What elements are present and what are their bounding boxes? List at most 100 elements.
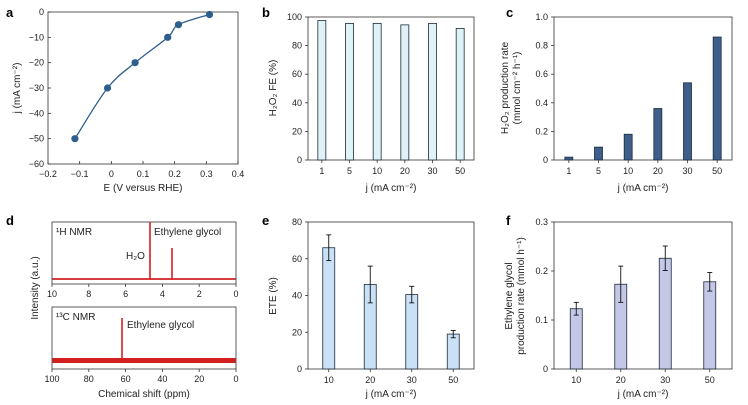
plot-frame-c [553,16,733,161]
bar-b-50 [455,28,465,161]
x-tick-label-e-30: 30 [407,375,417,385]
h-nmr-frame [51,221,237,285]
c-nmr-x-tick-label: 100 [44,374,59,384]
y-tick-label-a: −20 [29,58,44,68]
data-point-a-6 [205,10,214,19]
h-nmr-x-tick-label: 0 [233,289,238,299]
y-axis-label-d: Intensity (a.u.) [30,256,41,319]
bar-c-10 [623,133,633,161]
y-axis-label-e: ETE (%) [268,277,279,315]
c-nmr-x-tick-label: 20 [194,374,204,384]
panel-label-e: e [262,213,269,228]
x-axis-label-d: Chemical shift (ppm) [98,389,190,400]
y-axis-label-c-line2: (mmol cm⁻² h⁻¹) [512,52,523,125]
y-axis-label-a: j (mA cm⁻²) [12,63,23,115]
y-tick-label-f: 0 [543,364,548,374]
bar-b-30 [428,23,437,161]
y-tick-label-c: 0 [543,155,548,165]
y-tick-label-e: 20 [292,327,302,337]
y-tick-label-c: 0.6 [535,69,548,79]
x-tick-label-e-50: 50 [448,375,458,385]
y-axis-label-c-line1: H₂O₂ production rate [500,41,511,134]
x-axis-label-b: j (mA cm⁻²) [365,183,417,194]
x-tick-label-f-50: 50 [705,375,715,385]
y-tick-label-f: 0.1 [535,315,548,325]
y-tick-label-e: 0 [297,364,302,374]
x-tick-label-b-5: 5 [347,166,352,176]
c-nmr-baseline [52,358,236,363]
x-tick-label-a: −0.1 [71,169,89,179]
y-tick-label-c: 0.4 [535,98,548,108]
x-tick-label-a: −0.2 [39,169,57,179]
bar-b-1 [317,20,327,161]
data-point-a-3 [131,59,139,67]
x-tick-label-f-30: 30 [660,375,670,385]
bar-c-50 [712,36,722,161]
x-tick-label-a: 0.4 [232,169,245,179]
bar-f-50 [703,281,717,370]
y-tick-label-b: 20 [292,126,302,136]
h-nmr-x-tick-label: 10 [47,289,57,299]
x-tick-label-b-10: 10 [372,166,382,176]
panel-b: b 0 20 40 60 80 100 1 5 10 20 30 50 H₂O₂ FE (%) j … [262,5,475,194]
x-tick-label-a: 0.3 [200,169,213,179]
y-tick-label-e: 60 [292,254,302,264]
panel-f: f 0 0.1 0.2 0.3 10 20 30 50 Ethylene glycol pr… [504,213,733,400]
x-tick-label-f-20: 20 [616,375,626,385]
x-tick-label-c-10: 10 [623,166,633,176]
bar-e-30 [405,294,419,370]
data-point-a-1 [71,135,79,143]
y-axis-label-f-line1: Ethylene glycol [504,262,515,329]
y-tick-label-e: 80 [292,217,302,227]
x-tick-label-c-5: 5 [596,166,601,176]
plot-frame-b [307,16,475,161]
y-tick-label-a: −50 [29,134,44,144]
x-axis-label-e: j (mA cm⁻²) [365,389,417,400]
y-tick-label-f: 0.2 [535,266,548,276]
y-tick-label-c: 0.2 [535,126,548,136]
bar-c-5 [594,146,603,161]
x-axis-label-a: E (V versus RHE) [104,183,183,194]
x-tick-label-c-1: 1 [566,166,571,176]
panel-label-a: a [6,5,14,20]
x-tick-label-e-10: 10 [324,375,334,385]
h-nmr-x-tick-label: 4 [160,289,165,299]
y-tick-label-e: 40 [292,291,302,301]
h-nmr-label: ¹H NMR [56,227,92,238]
bar-b-10 [372,23,382,161]
y-tick-label-b: 100 [287,12,302,22]
data-point-a-5 [174,21,183,29]
h-nmr-x-tick-label: 2 [197,289,202,299]
h-nmr-x-tick-label: 8 [86,289,91,299]
y-axis-label-f-line2: production rate (mmol h⁻¹) [516,237,527,355]
x-tick-label-e-20: 20 [365,375,375,385]
y-tick-label-a: −10 [29,32,44,42]
panel-label-b: b [262,5,270,20]
panel-label-f: f [506,213,511,228]
y-tick-label-a: −30 [29,83,44,93]
data-point-a-2 [103,84,112,92]
bar-b-20 [400,24,410,161]
y-tick-label-a: −40 [29,108,44,118]
bar-b-5 [345,23,354,161]
panel-label-c: c [506,5,513,20]
bar-e-50 [446,333,460,370]
c-nmr-x-tick-label: 0 [233,374,238,384]
x-tick-label-b-20: 20 [400,166,410,176]
c-nmr-peak-label-ethylene-glycol: Ethylene glycol [127,320,194,331]
bar-f-10 [569,308,583,370]
panel-a: a 0 −10 −20 −30 −40 −50 −60 −0.2 −0.1 0 0.1 0.2 0.3… [6,5,244,194]
y-tick-label-a: 0 [39,7,44,17]
bar-c-30 [683,82,692,161]
data-point-a-4 [164,33,172,41]
panel-c: c 0 0.2 0.4 0.6 0.8 1.0 1 5 10 20 30 50 H₂O₂ produ… [500,5,733,194]
c-nmr-x-tick-label: 40 [157,374,167,384]
x-tick-label-f-10: 10 [571,375,581,385]
panel-label-d: d [6,213,14,228]
y-tick-label-b: 60 [292,69,302,79]
y-axis-label-b: H₂O₂ FE (%) [268,60,279,117]
c-nmr-x-tick-label: 60 [121,374,131,384]
y-tick-label-b: 0 [297,155,302,165]
y-tick-label-a: −60 [29,159,44,169]
